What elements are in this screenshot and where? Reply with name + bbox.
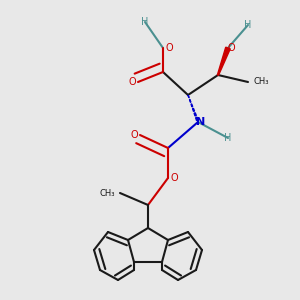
- Polygon shape: [188, 95, 189, 98]
- Text: O: O: [128, 77, 136, 87]
- Polygon shape: [190, 99, 191, 102]
- Polygon shape: [193, 108, 194, 111]
- Polygon shape: [196, 117, 198, 121]
- Text: CH₃: CH₃: [254, 77, 269, 86]
- Text: O: O: [130, 130, 138, 140]
- Polygon shape: [191, 104, 193, 107]
- Text: H: H: [224, 133, 232, 143]
- Text: O: O: [227, 43, 235, 53]
- Text: N: N: [196, 117, 206, 127]
- Polygon shape: [218, 47, 230, 75]
- Text: H: H: [244, 20, 252, 30]
- Text: H: H: [141, 17, 149, 27]
- Text: O: O: [165, 43, 173, 53]
- Text: O: O: [170, 173, 178, 183]
- Text: CH₃: CH₃: [99, 188, 115, 197]
- Polygon shape: [194, 113, 196, 116]
